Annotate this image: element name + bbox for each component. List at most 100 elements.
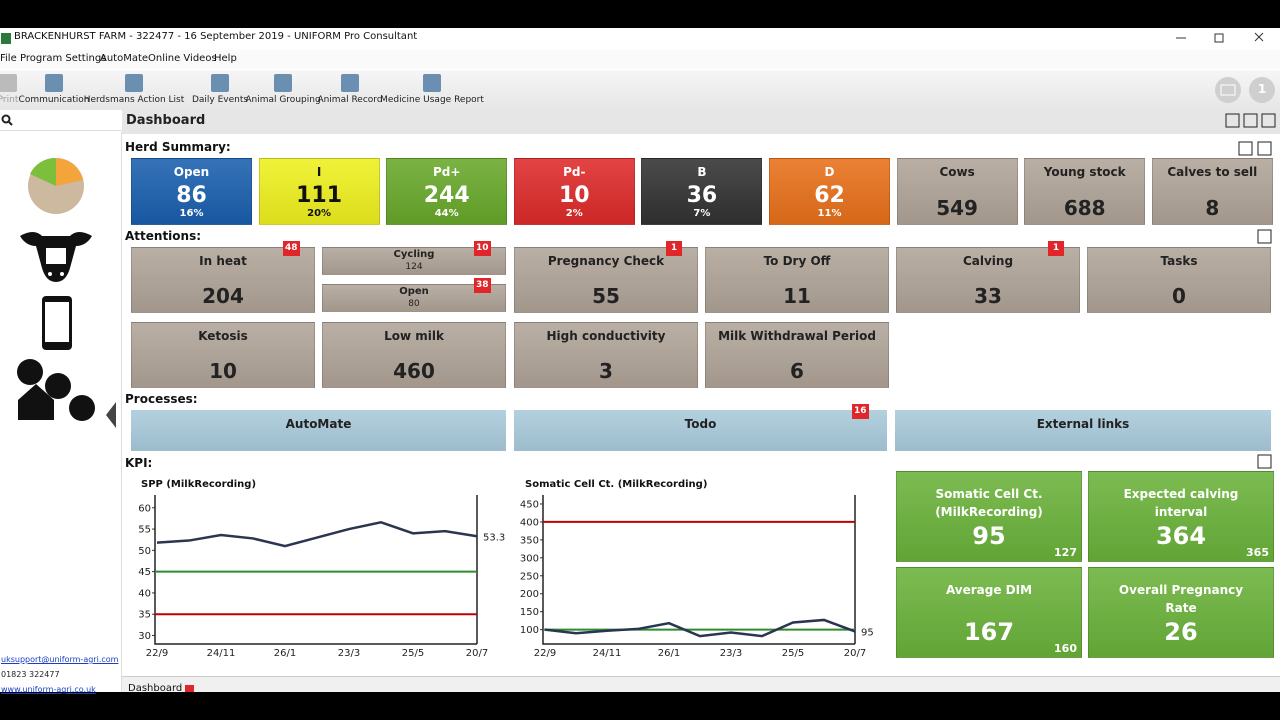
- tab[interactable]: Dashboard: [128, 683, 183, 694]
- process-panel[interactable]: AutoMate: [131, 410, 506, 451]
- kpi-tile[interactable]: Average DIM 167 160: [896, 567, 1082, 658]
- toolbar-button[interactable]: Communication: [18, 95, 90, 105]
- sidebar-link: 01823 322477: [1, 670, 60, 679]
- herd-tile[interactable]: Pd- 10 2%: [513, 158, 635, 225]
- attention-tile[interactable]: In heat 204: [131, 247, 315, 313]
- app-icon: [1, 33, 11, 44]
- attention-tile[interactable]: Ketosis 10: [131, 322, 315, 388]
- tile-label: Open: [399, 286, 429, 297]
- tile-value: 549: [936, 196, 978, 220]
- herd-tile[interactable]: D 62 11%: [769, 158, 890, 225]
- tile-value: 80: [408, 299, 420, 309]
- tab-close[interactable]: [185, 685, 194, 694]
- kpi-value: 26: [1164, 618, 1198, 646]
- tile-value: 460: [393, 359, 435, 383]
- tile-label: Cycling: [393, 249, 435, 260]
- herd-tile[interactable]: Cows 549: [896, 158, 1018, 225]
- tile-value: 204: [202, 284, 244, 308]
- tab-strip: Dashboard: [122, 676, 1280, 694]
- attention-tile[interactable]: High conductivity 3: [514, 322, 698, 388]
- tile-value: 688: [1063, 196, 1106, 220]
- top-bar: [0, 0, 1280, 28]
- tile-share: 7%: [693, 208, 711, 219]
- toolbar-button[interactable]: Animal Grouping: [245, 95, 321, 105]
- kpi-value: 95: [972, 522, 1006, 550]
- tile-share: 2%: [565, 208, 583, 219]
- attention-tile[interactable]: Milk Withdrawal Period 6: [705, 322, 889, 388]
- tile-label: I: [316, 165, 322, 179]
- tile-label: To Dry Off: [763, 254, 831, 268]
- tile-value: 62: [814, 183, 845, 208]
- menu-item[interactable]: Program Settings: [20, 53, 107, 64]
- herd-tile[interactable]: Young stock 688: [1024, 158, 1146, 225]
- process-label: Todo: [684, 417, 717, 431]
- title-bar: BRACKENHURST FARM - 322477 - 16 Septembe…: [0, 28, 1280, 49]
- process-label: External links: [1036, 417, 1130, 431]
- sidebar-link[interactable]: uksupport@uniform-agri.com: [1, 655, 119, 664]
- menu-item[interactable]: AutoMate: [100, 53, 149, 64]
- section-title: Attentions:: [125, 229, 202, 243]
- toolbar-button[interactable]: Daily Events: [191, 95, 249, 105]
- kpi-target: 127: [1054, 546, 1077, 559]
- notification-count: 1: [1257, 82, 1267, 96]
- tile-value: 0: [1172, 284, 1186, 308]
- herd-tile[interactable]: Calves to sell 8: [1151, 158, 1273, 225]
- kpi-value: 167: [963, 618, 1015, 646]
- search-box[interactable]: [0, 111, 122, 131]
- attention-tile[interactable]: Cycling 124: [322, 247, 506, 275]
- tile-label: Pregnancy Check: [547, 254, 665, 268]
- section-title: KPI:: [125, 456, 153, 470]
- attention-tile[interactable]: Tasks 0: [1087, 247, 1271, 313]
- badge: 16: [852, 404, 869, 419]
- herd-tile[interactable]: B 36 7%: [641, 158, 763, 225]
- tile-share: 44%: [434, 208, 459, 219]
- tile-value: 3: [599, 359, 613, 383]
- window-title: BRACKENHURST FARM - 322477 - 16 Septembe…: [14, 31, 418, 42]
- tile-value: 10: [558, 183, 590, 208]
- tile-label: B: [697, 165, 707, 179]
- attention-tile[interactable]: Calving 33: [896, 247, 1080, 313]
- menu-item[interactable]: File: [0, 53, 17, 64]
- toolbar-button[interactable]: Animal Record: [317, 95, 383, 105]
- attention-tile[interactable]: Low milk 460: [322, 322, 506, 388]
- kpi-label: Expected calving interval: [1123, 487, 1239, 519]
- process-panel[interactable]: Todo: [514, 410, 887, 451]
- herd-tile[interactable]: I 111 20%: [258, 158, 380, 225]
- dashboard-title: Dashboard: [126, 113, 206, 128]
- herd-tile[interactable]: Open 86 16%: [131, 158, 252, 225]
- bottom-bar: [0, 692, 1280, 720]
- menu-item[interactable]: Help: [214, 53, 237, 64]
- sidebar-link[interactable]: www.uniform-agri.co.uk: [1, 685, 96, 694]
- kpi-tile[interactable]: Expected calving interval 364 365: [1088, 471, 1274, 562]
- badge: 1: [1048, 241, 1064, 256]
- tile-value: 8: [1205, 196, 1220, 220]
- toolbar-button[interactable]: Herdsmans Action List: [83, 95, 185, 105]
- kpi-value: 364: [1155, 522, 1207, 550]
- toolbar-button[interactable]: Medicine Usage Report: [380, 95, 484, 105]
- tile-label: Open: [173, 165, 210, 179]
- kpi-tile[interactable]: Overall Pregnancy Rate 26: [1088, 567, 1274, 658]
- kpi-target: 365: [1246, 546, 1269, 559]
- badge: 38: [474, 278, 491, 293]
- tile-value: 10: [209, 359, 237, 383]
- badge: 10: [474, 241, 491, 256]
- tile-value: 36: [686, 183, 718, 208]
- tile-label: Tasks: [1160, 254, 1198, 268]
- tile-label: Low milk: [384, 329, 444, 343]
- herd-tile[interactable]: Pd+ 244 44%: [386, 158, 508, 225]
- tile-value: 86: [176, 183, 207, 208]
- kpi-tile[interactable]: Somatic Cell Ct. (MilkRecording) 95 127: [896, 471, 1082, 562]
- kpi-target: 160: [1054, 642, 1077, 655]
- tile-label: High conductivity: [546, 329, 666, 343]
- tile-label: Milk Withdrawal Period: [718, 329, 876, 343]
- tile-label: Calving: [962, 254, 1014, 268]
- attention-tile[interactable]: To Dry Off 11: [705, 247, 889, 313]
- attention-tile[interactable]: Pregnancy Check 55: [514, 247, 698, 313]
- kpi-label: Average DIM: [945, 583, 1033, 597]
- process-panel[interactable]: External links: [895, 410, 1271, 451]
- toolbar-button[interactable]: Print: [0, 95, 19, 105]
- menu-item[interactable]: Online Videos: [148, 53, 217, 64]
- tile-label: Pd+: [432, 165, 461, 179]
- tile-share: 11%: [817, 208, 842, 219]
